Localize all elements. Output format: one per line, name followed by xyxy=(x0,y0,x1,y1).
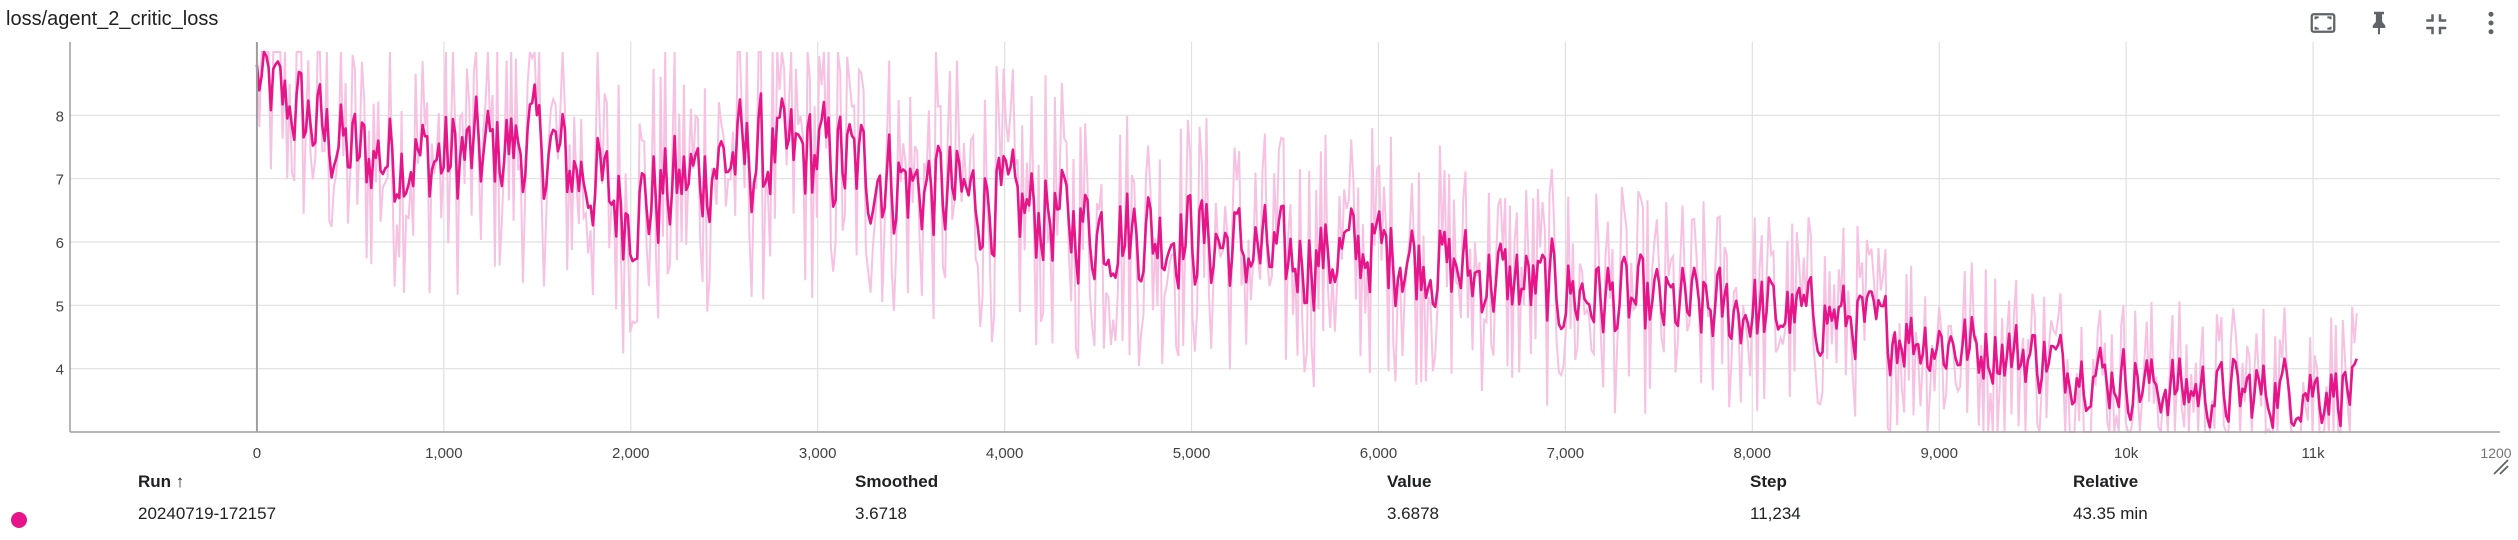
run-color-dot xyxy=(11,512,27,528)
x-tick-label: 5,000 xyxy=(1173,445,1211,462)
y-tick-label: 4 xyxy=(56,362,64,379)
x-tick-label: 11k xyxy=(2302,445,2326,462)
table-header-row: Run ↑ Smoothed Value Step Relative xyxy=(0,472,2518,502)
card-toolbar xyxy=(2304,4,2510,42)
smoothed-series-line xyxy=(255,50,2358,429)
smoothed-series-layer xyxy=(255,50,2358,429)
x-edge-tick-label: 1200 xyxy=(2480,445,2511,461)
cell-smoothed: 3.6718 xyxy=(855,504,907,523)
pin-button[interactable] xyxy=(2360,4,2398,42)
pin-icon xyxy=(2372,11,2386,35)
x-tick-label: 9,000 xyxy=(1920,445,1958,462)
y-tick-label: 6 xyxy=(56,235,64,252)
x-tick-label: 8,000 xyxy=(1734,445,1772,462)
x-tick-label: 2,000 xyxy=(612,445,650,462)
header-relative[interactable]: Relative xyxy=(2073,472,2139,491)
fullscreen-exit-button[interactable] xyxy=(2416,4,2454,42)
x-tick-label: 6,000 xyxy=(1360,445,1398,462)
x-tick-label: 1,000 xyxy=(425,445,463,462)
y-tick-label: 8 xyxy=(56,108,64,125)
card-title: loss/agent_2_critic_loss xyxy=(6,8,219,30)
y-tick-label: 7 xyxy=(56,172,64,189)
fullscreen-exit-icon xyxy=(2426,14,2447,35)
header-smoothed[interactable]: Smoothed xyxy=(855,472,939,491)
y-tick-label: 5 xyxy=(56,298,64,315)
cell-value: 3.6878 xyxy=(1387,504,1439,523)
header-run[interactable]: Run ↑ xyxy=(138,472,185,491)
x-tick-label: 4,000 xyxy=(986,445,1024,462)
x-tick-label: 0 xyxy=(253,445,261,462)
x-tick-label: 10k xyxy=(2114,445,2139,462)
x-tick-label: 7,000 xyxy=(1547,445,1585,462)
more-vert-icon xyxy=(2488,11,2494,35)
cell-run: 20240719-172157 xyxy=(138,504,277,523)
table-row: 20240719-172157 3.6718 3.6878 11,234 43.… xyxy=(0,504,2518,534)
axis-layer: 4 5 6 7 8 0 1,000 2,000 3,000 4,000 5,000 6,000 7,00… xyxy=(56,42,2512,462)
cell-relative: 43.35 min xyxy=(2073,504,2148,523)
fit-domain-button[interactable] xyxy=(2304,4,2342,42)
cell-step: 11,234 xyxy=(1750,504,1801,523)
raw-series-line xyxy=(255,51,2358,435)
more-options-button[interactable] xyxy=(2472,4,2510,42)
header-value[interactable]: Value xyxy=(1387,472,1432,491)
resize-handle-icon[interactable] xyxy=(2490,456,2510,476)
line-chart[interactable]: 4 5 6 7 8 0 1,000 2,000 3,000 4,000 5,000 6,000 7,00… xyxy=(0,40,2518,470)
header-step[interactable]: Step xyxy=(1750,472,1787,491)
fit-domain-icon xyxy=(2310,13,2336,33)
raw-series-layer xyxy=(255,51,2358,435)
x-tick-label: 3,000 xyxy=(799,445,837,462)
